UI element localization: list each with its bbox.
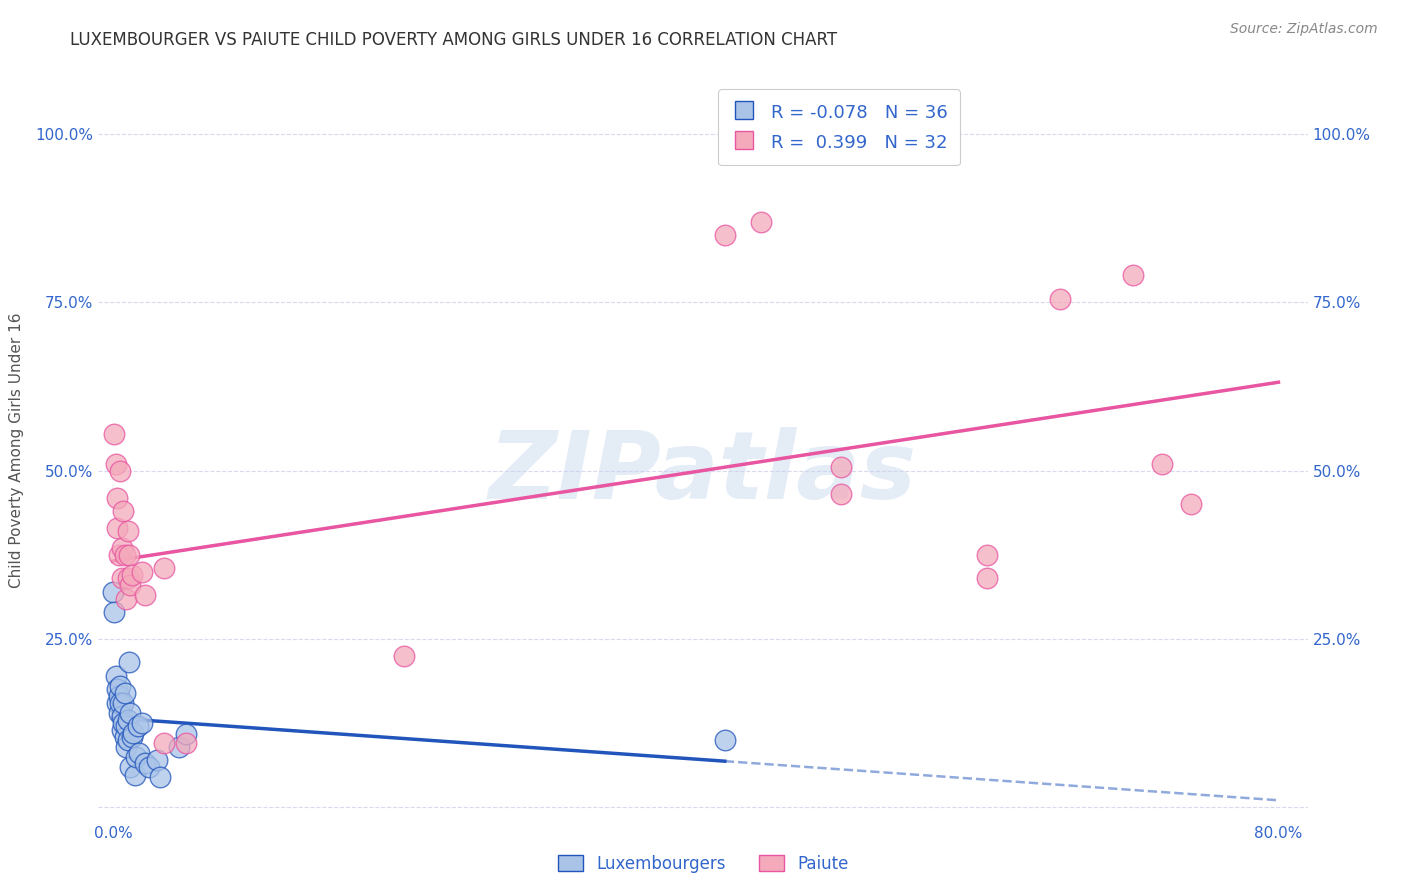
- Point: [394, 648, 416, 663]
- Point: [153, 736, 176, 750]
- Point: [121, 730, 143, 744]
- Legend: R = -0.078   N = 36, R =  0.399   N = 32: R = -0.078 N = 36, R = 0.399 N = 32: [718, 89, 960, 165]
- Point: [145, 753, 167, 767]
- Text: ZIPatlas: ZIPatlas: [489, 426, 917, 518]
- Point: [117, 571, 139, 585]
- Point: [174, 727, 197, 741]
- Point: [1150, 457, 1173, 471]
- Point: [103, 605, 125, 619]
- Point: [714, 228, 737, 243]
- Point: [117, 524, 139, 539]
- Point: [131, 565, 153, 579]
- Point: [174, 736, 197, 750]
- Point: [120, 706, 142, 720]
- Point: [111, 723, 134, 737]
- Point: [149, 770, 172, 784]
- Point: [103, 426, 125, 441]
- Point: [749, 214, 772, 228]
- Point: [120, 760, 142, 774]
- Point: [115, 719, 138, 733]
- Point: [138, 760, 160, 774]
- Point: [976, 548, 998, 562]
- Point: [104, 669, 127, 683]
- Point: [108, 689, 131, 703]
- Y-axis label: Child Poverty Among Girls Under 16: Child Poverty Among Girls Under 16: [10, 313, 24, 588]
- Point: [1049, 292, 1071, 306]
- Point: [110, 696, 132, 710]
- Text: Source: ZipAtlas.com: Source: ZipAtlas.com: [1230, 22, 1378, 37]
- Point: [112, 504, 135, 518]
- Point: [115, 591, 138, 606]
- Point: [115, 739, 138, 754]
- Point: [127, 719, 149, 733]
- Point: [976, 571, 998, 585]
- Point: [110, 679, 132, 693]
- Point: [111, 709, 134, 723]
- Point: [105, 682, 128, 697]
- Point: [121, 568, 143, 582]
- Point: [101, 584, 124, 599]
- Point: [105, 696, 128, 710]
- Point: [120, 578, 142, 592]
- Point: [167, 739, 190, 754]
- Point: [1122, 268, 1144, 283]
- Point: [134, 588, 156, 602]
- Point: [114, 548, 136, 562]
- Text: LUXEMBOURGER VS PAIUTE CHILD POVERTY AMONG GIRLS UNDER 16 CORRELATION CHART: LUXEMBOURGER VS PAIUTE CHILD POVERTY AMO…: [70, 31, 838, 49]
- Point: [117, 732, 139, 747]
- Point: [830, 487, 852, 501]
- Point: [104, 457, 127, 471]
- Point: [108, 548, 131, 562]
- Point: [128, 747, 150, 761]
- Point: [105, 521, 128, 535]
- Point: [124, 768, 146, 782]
- Point: [118, 548, 141, 562]
- Point: [1180, 497, 1202, 511]
- Legend: Luxembourgers, Paiute: Luxembourgers, Paiute: [551, 848, 855, 880]
- Point: [108, 706, 131, 720]
- Point: [114, 686, 136, 700]
- Point: [714, 732, 737, 747]
- Point: [122, 726, 145, 740]
- Point: [117, 713, 139, 727]
- Point: [131, 716, 153, 731]
- Point: [134, 756, 156, 771]
- Point: [114, 730, 136, 744]
- Point: [110, 464, 132, 478]
- Point: [118, 656, 141, 670]
- Point: [153, 561, 176, 575]
- Point: [830, 460, 852, 475]
- Point: [105, 491, 128, 505]
- Point: [111, 541, 134, 555]
- Point: [125, 749, 148, 764]
- Point: [112, 716, 135, 731]
- Point: [112, 696, 135, 710]
- Point: [111, 571, 134, 585]
